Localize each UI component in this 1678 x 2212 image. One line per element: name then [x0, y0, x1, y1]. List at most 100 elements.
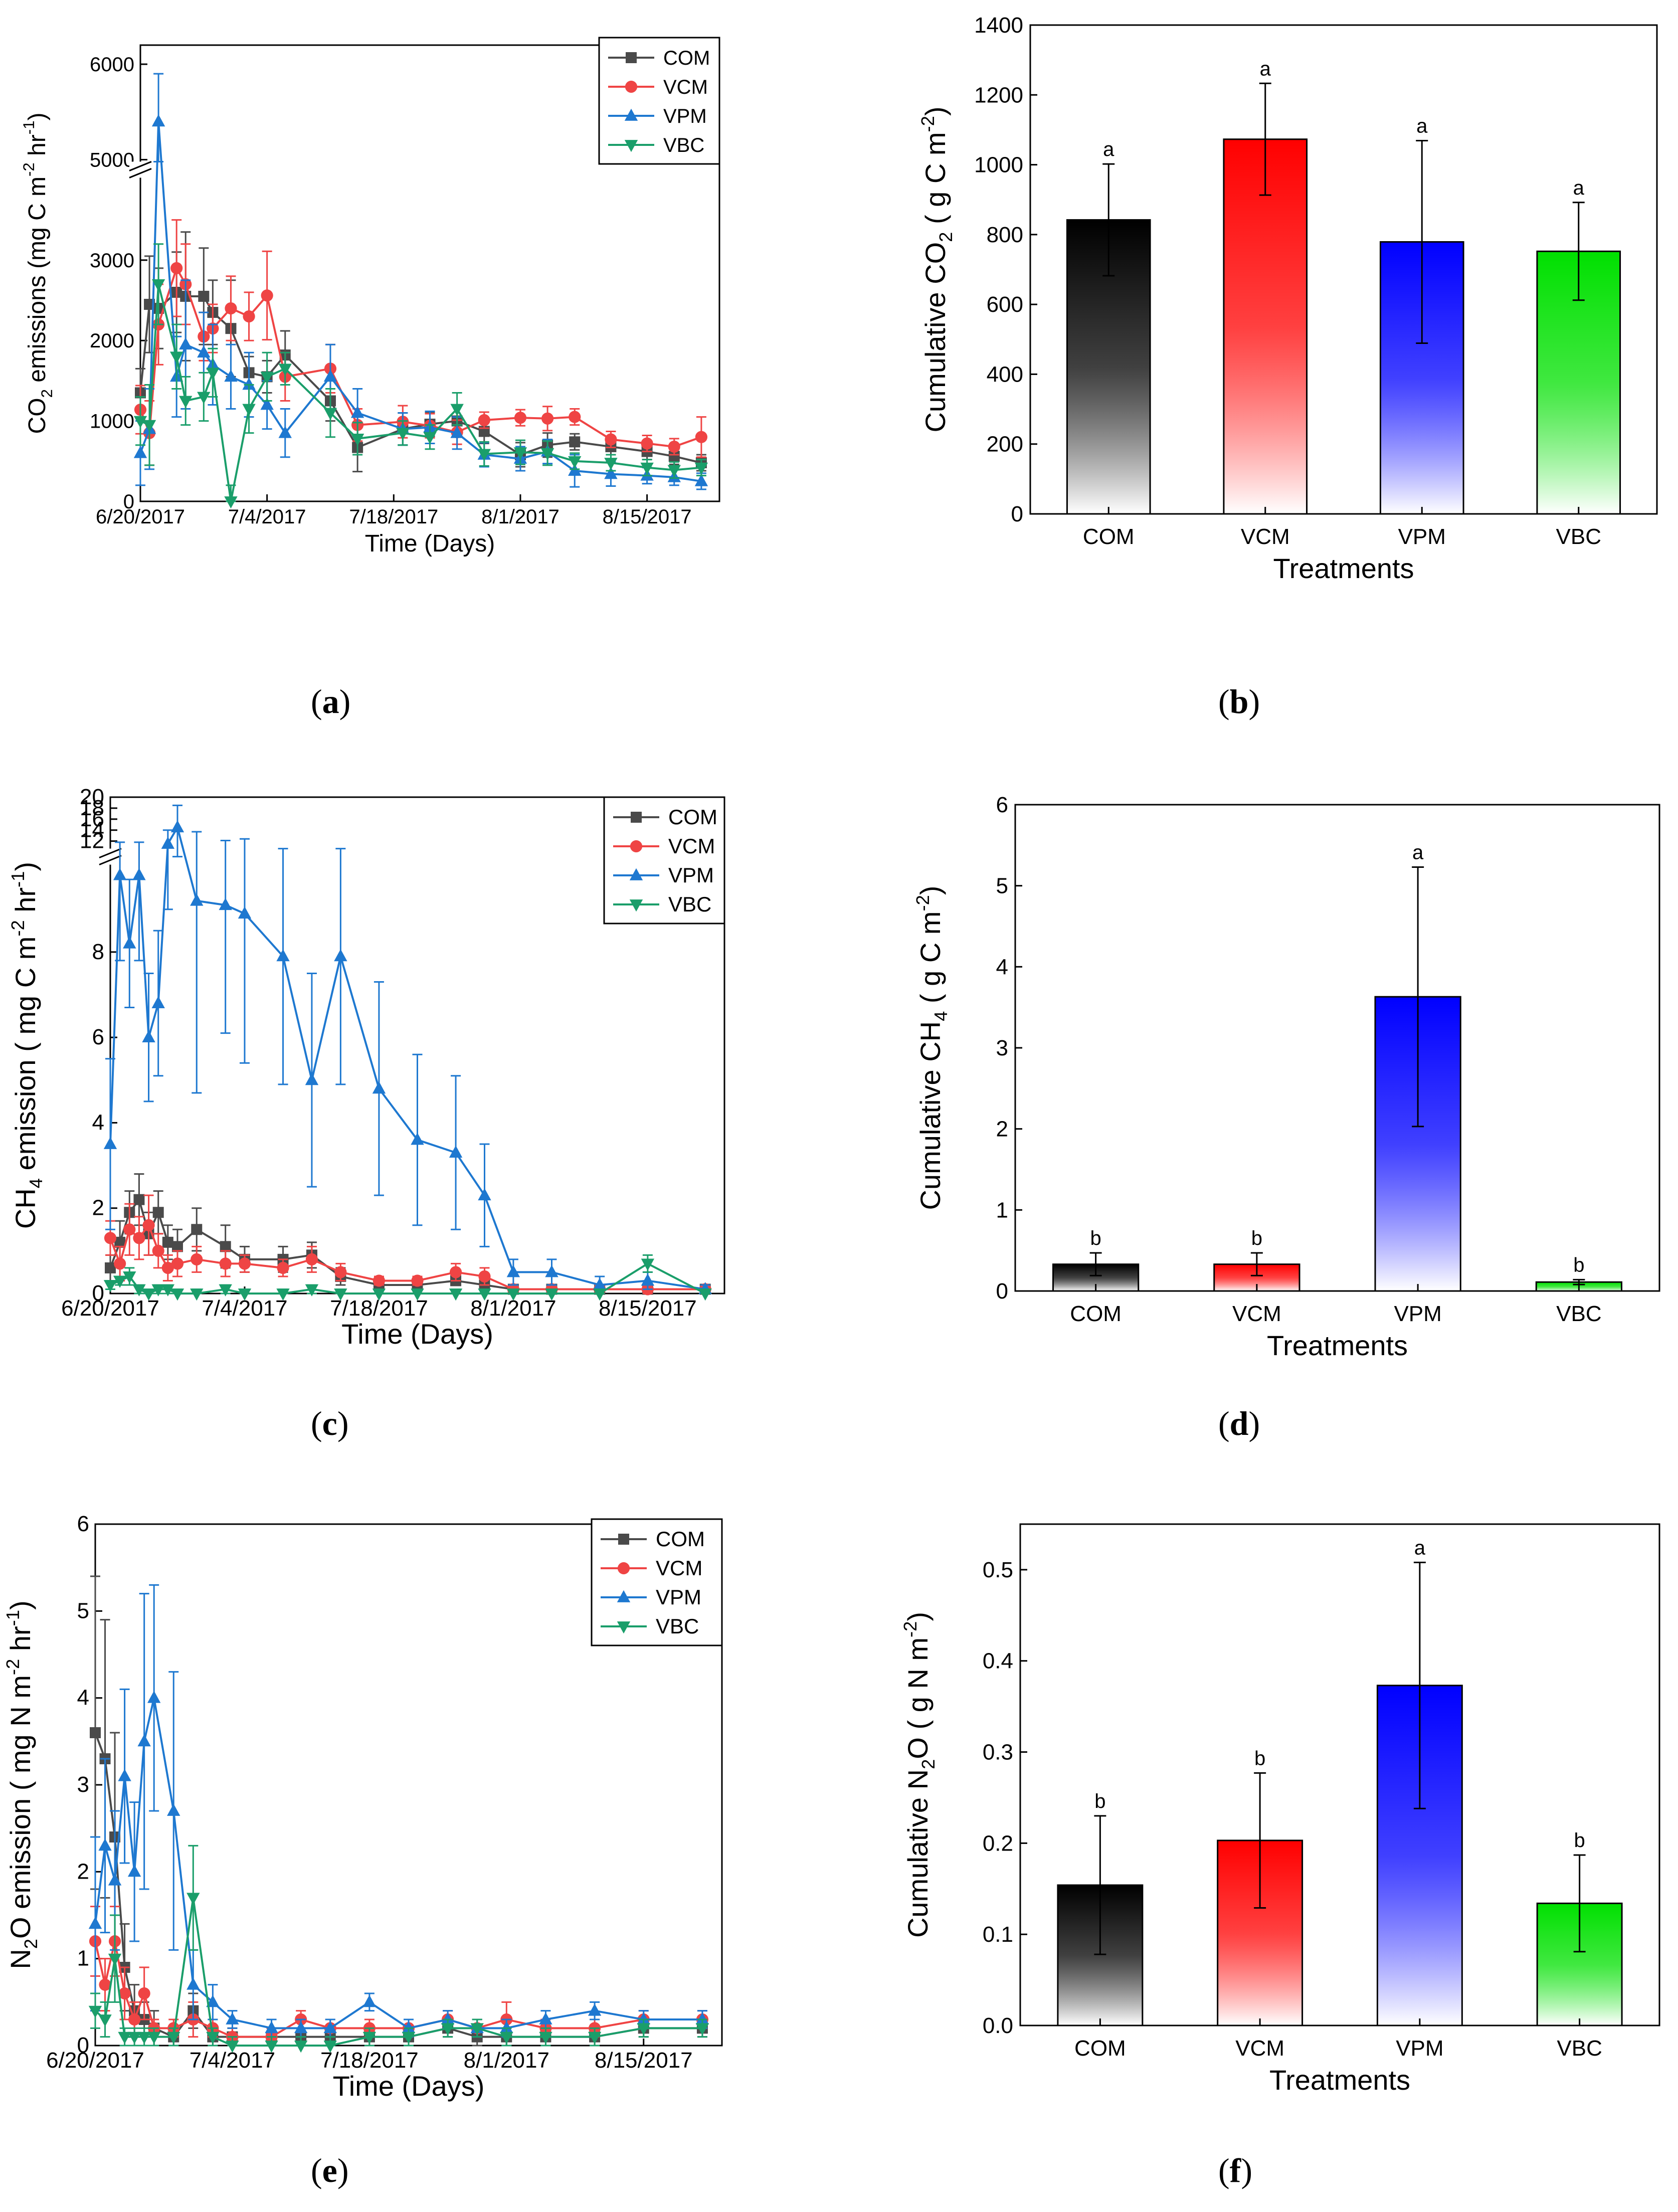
data-point	[545, 1265, 558, 1277]
data-point	[142, 1288, 155, 1301]
x-tick-label: 8/1/2017	[481, 506, 560, 528]
data-point	[569, 436, 581, 448]
legend-marker	[626, 52, 637, 63]
data-point	[276, 949, 290, 962]
data-point	[238, 1288, 252, 1301]
y-tick-label: 0	[123, 491, 134, 513]
data-point	[133, 446, 147, 458]
data-point	[506, 1265, 520, 1277]
data-point	[137, 1734, 151, 1747]
legend: COM VCM VPM VBC	[603, 796, 725, 925]
y-tick-label: 3000	[90, 250, 134, 272]
y-tick-label: 4	[996, 955, 1008, 979]
data-point	[277, 1261, 289, 1274]
legend-marker	[624, 108, 638, 121]
data-point	[323, 408, 337, 420]
legend-label: VBC	[656, 1614, 699, 1638]
data-point	[103, 1137, 117, 1149]
axis-break-mark	[99, 848, 122, 858]
data-point	[179, 396, 193, 408]
data-point	[362, 2032, 377, 2044]
legend-box	[603, 796, 725, 925]
data-point	[265, 2021, 278, 2034]
data-point	[478, 414, 490, 427]
data-point	[206, 367, 220, 380]
data-point	[170, 820, 184, 833]
y-tick-label: 0.0	[983, 2013, 1013, 2038]
data-point	[694, 474, 708, 486]
data-point	[162, 1236, 173, 1248]
series-VPM	[88, 1584, 709, 2038]
legend: COM VCM VPM VBC	[591, 1518, 723, 1646]
legend: COM VCM VPM VBC	[598, 37, 720, 165]
data-point	[133, 1232, 145, 1244]
data-point	[568, 456, 582, 469]
data-point	[362, 1995, 377, 2007]
data-point	[137, 2032, 151, 2044]
y-tick-label: 0	[996, 1279, 1008, 1304]
data-point	[569, 411, 581, 423]
data-point	[190, 893, 204, 906]
y-axis-label: Cumulative CO2 ( g C m-2)	[917, 106, 956, 432]
bar-VCM	[1223, 138, 1308, 515]
data-point	[450, 404, 464, 416]
data-point	[226, 2012, 239, 2024]
data-point	[98, 1838, 112, 1851]
x-tick-label: COM	[1070, 1302, 1122, 1326]
y-tick-label: 1200	[974, 83, 1023, 107]
data-point	[588, 2003, 602, 2016]
data-point	[191, 1224, 203, 1235]
y-tick-label: 2	[77, 1859, 89, 1884]
data-point	[372, 1081, 386, 1094]
significance-letter: a	[1573, 177, 1585, 199]
y-tick-label: 2	[92, 1196, 104, 1220]
legend-label: VBC	[663, 134, 704, 156]
data-point	[411, 1274, 424, 1287]
data-point	[478, 1188, 491, 1201]
data-point	[152, 1207, 164, 1218]
data-point	[169, 351, 183, 364]
x-axis-label: Treatments	[1269, 2064, 1410, 2096]
data-point	[402, 2021, 416, 2034]
data-point	[127, 1865, 141, 1877]
series-VBC	[133, 243, 708, 509]
x-axis-label: Treatments	[1273, 552, 1414, 584]
y-tick-label: 0.5	[983, 1558, 1013, 1582]
x-tick-label: COM	[1074, 2036, 1126, 2061]
data-point	[694, 462, 708, 475]
axis-break-mark	[129, 168, 152, 178]
axis-break-mark	[99, 855, 122, 865]
data-point	[350, 433, 364, 446]
legend-label: VCM	[663, 76, 708, 98]
data-point	[605, 433, 617, 446]
data-point	[161, 1284, 175, 1297]
series-COM	[105, 1173, 711, 1295]
y-tick-label: 4	[77, 1686, 89, 1710]
data-point	[151, 1284, 165, 1297]
x-tick-label: VPM	[1396, 2036, 1443, 2061]
y-tick-label: 18	[80, 796, 104, 820]
legend-label: VCM	[656, 1556, 702, 1580]
data-point	[513, 447, 527, 460]
data-point	[133, 416, 147, 428]
data-point	[477, 449, 491, 461]
y-tick-label: 6	[996, 793, 1008, 817]
significance-letter: a	[1260, 58, 1271, 80]
caption-a: (a)	[311, 682, 351, 720]
legend-label: VPM	[663, 105, 707, 127]
data-point	[695, 431, 708, 443]
data-point	[411, 1288, 424, 1301]
data-point	[668, 440, 680, 453]
series-line	[140, 284, 702, 502]
data-point	[133, 1194, 145, 1205]
x-tick-label: 6/20/2017	[46, 2048, 144, 2073]
caption-f: (f)	[1218, 2151, 1252, 2189]
data-point	[243, 310, 255, 323]
data-point	[261, 289, 273, 302]
x-tick-label: VPM	[1394, 1302, 1441, 1326]
data-point	[142, 420, 156, 432]
data-point	[142, 1219, 155, 1231]
